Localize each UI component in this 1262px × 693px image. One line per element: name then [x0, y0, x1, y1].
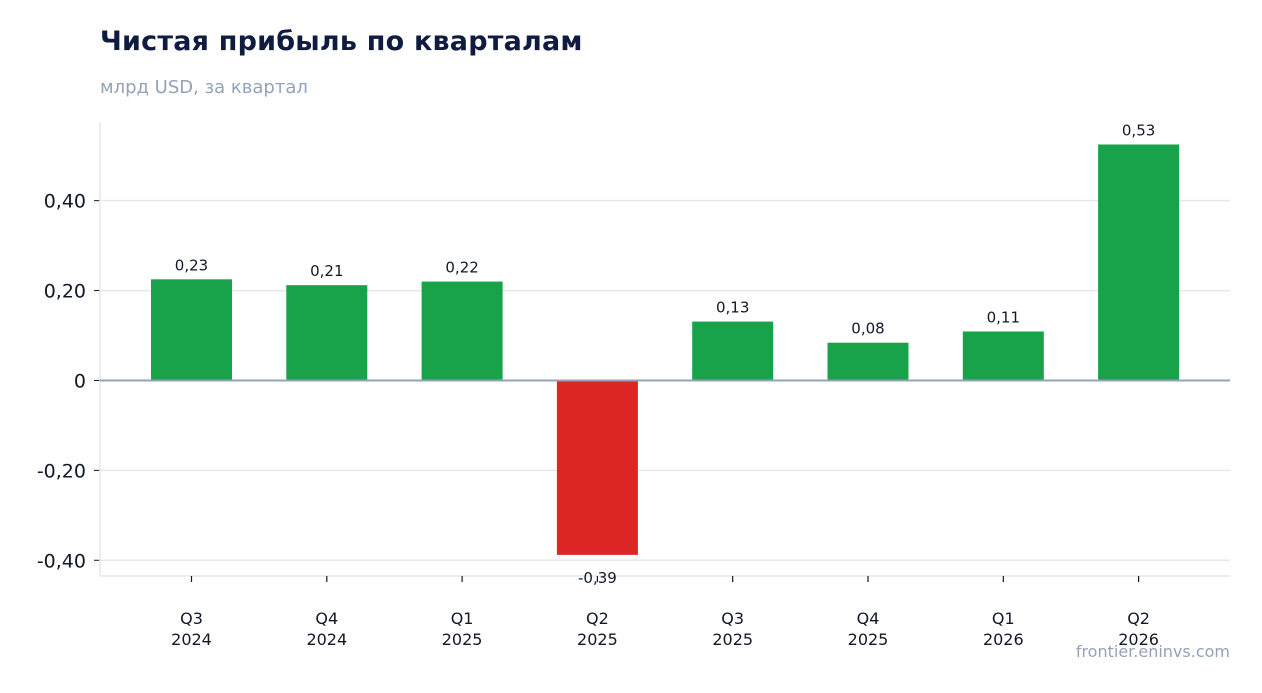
y-tick-label: -0,20 [37, 460, 86, 482]
bar [286, 285, 368, 381]
data-label: 0,13 [716, 299, 749, 317]
x-tick-label-quarter: Q3 [180, 609, 203, 628]
data-label: 0,53 [1122, 121, 1155, 139]
x-tick-label-quarter: Q4 [857, 609, 880, 628]
x-tick-label-year: 2026 [1118, 630, 1159, 649]
x-tick-label-year: 2025 [848, 630, 889, 649]
bar [827, 342, 909, 381]
x-tick-label-quarter: Q3 [721, 609, 744, 628]
x-axis-tick-labels: Q3 2024 Q4 2024 Q1 2025 Q2 2025 Q3 2025 Q4 2025 Q1 20… [171, 609, 1159, 649]
x-tick-label-year: 2025 [577, 630, 618, 649]
data-label: 0,22 [445, 259, 478, 277]
y-axis-tick-labels: -0,40 -0,20 0 0,20 0,40 [37, 191, 86, 573]
data-label: 0,23 [175, 256, 208, 274]
x-tick-label-year: 2026 [983, 630, 1024, 649]
y-tick-label: 0,40 [44, 191, 86, 213]
bars [151, 144, 1180, 555]
bar [421, 281, 503, 381]
chart-subtitle: млрд USD, за квартал [100, 77, 308, 98]
y-tick-label: 0 [74, 370, 86, 392]
bar [556, 380, 638, 555]
data-label: -0,39 [578, 569, 617, 587]
data-label: 0,21 [310, 262, 343, 280]
data-labels: 0,23 0,21 0,22 -0,39 0,13 0,08 0,11 0,53 [100, 121, 1230, 587]
data-label: 0,11 [987, 308, 1020, 326]
bar [962, 331, 1044, 381]
x-tick-label-quarter: Q1 [992, 609, 1015, 628]
bar [692, 321, 774, 381]
bar [1098, 144, 1180, 381]
axes [94, 122, 1230, 582]
y-tick-label: 0,20 [44, 281, 86, 303]
x-tick-label-year: 2025 [712, 630, 753, 649]
x-tick-label-quarter: Q1 [451, 609, 474, 628]
x-tick-label-quarter: Q4 [315, 609, 338, 628]
x-tick-label-year: 2024 [306, 630, 347, 649]
x-tick-label-quarter: Q2 [1127, 609, 1150, 628]
data-label: 0,08 [851, 320, 884, 338]
chart-title: Чистая прибыль по кварталам [100, 26, 583, 57]
x-tick-label-year: 2024 [171, 630, 212, 649]
bar [151, 279, 232, 381]
x-tick-label-quarter: Q2 [586, 609, 609, 628]
source-watermark: frontier.eninvs.com [1075, 642, 1230, 661]
y-tick-label: -0,40 [37, 550, 86, 572]
x-tick-label-year: 2025 [442, 630, 483, 649]
